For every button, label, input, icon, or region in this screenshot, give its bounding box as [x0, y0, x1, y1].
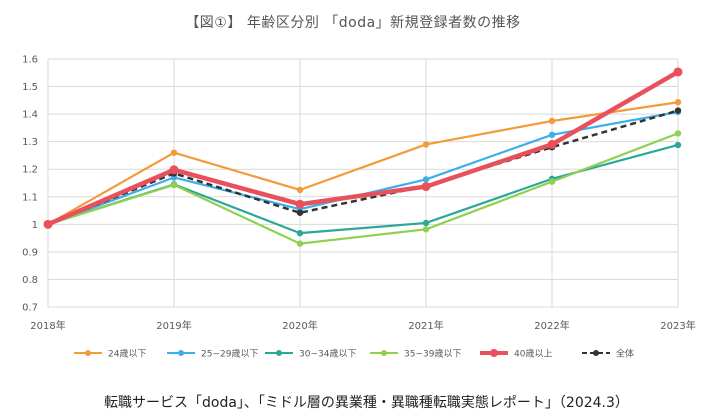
series-3-point-5: [674, 130, 682, 137]
series-2-point-2: [296, 229, 304, 237]
series-5-point-5: [674, 107, 682, 114]
chart-title: 【図①】 年齢区分別 「doda」新規登録者数の推移: [185, 15, 521, 31]
y-tick-label: 1.2: [22, 165, 38, 176]
series-4-point-4: [547, 139, 557, 149]
y-tick-label: 0.7: [22, 303, 38, 314]
legend-marker-0: [85, 350, 91, 356]
series-1-point-3: [422, 176, 430, 183]
series-line-0: [47, 101, 679, 226]
series-3-point-1: [170, 181, 178, 189]
legend-label-2: 30~34歳以下: [299, 348, 356, 360]
series-0-point-1: [170, 149, 178, 156]
legend-label-4: 40歳以上: [514, 348, 552, 360]
axis-layer: 0.7 0.8 0.9 1 1.1 1.2 1.3 1.4 1.5 1.6 2018年 2019年 20…: [22, 55, 696, 333]
y-tick-label: 1.4: [22, 110, 38, 121]
series-2-point-5: [674, 141, 682, 149]
legend-label-5: 全体: [616, 348, 634, 360]
x-tick-label: 2020年: [282, 319, 317, 332]
series-0-point-5: [674, 99, 682, 106]
y-tick-label: 1.5: [22, 82, 38, 93]
series-4-point-3: [421, 182, 431, 192]
series-line-3: [47, 132, 679, 245]
legend-marker-5: [593, 350, 599, 356]
x-tick-label: 2019年: [156, 319, 191, 332]
series-3-point-4: [548, 178, 556, 185]
grid-layer: [47, 58, 679, 308]
legend-marker-1: [178, 350, 184, 356]
legend-marker-2: [276, 350, 282, 356]
series-4-point-1: [169, 165, 179, 175]
y-tick-label: 1.6: [22, 55, 38, 66]
legend-label-3: 35~39歳以下: [404, 348, 461, 360]
series-layer: [43, 67, 683, 247]
series-4-point-0: [43, 219, 53, 229]
source-note: 転職サービス「doda」、「ミドル層の異業種・異職種転職実態レポート」（2024…: [104, 395, 629, 411]
x-tick-label: 2018年: [30, 319, 65, 332]
y-tick-label: 0.9: [22, 247, 38, 258]
legend-marker-3: [381, 350, 387, 356]
x-tick-label: 2022年: [534, 319, 569, 332]
series-3-point-3: [422, 226, 430, 233]
legend: 24歳以下 25~29歳以下 30~34歳以下 35~39歳以下 40歳以上 全体: [74, 348, 634, 360]
series-0-point-3: [422, 141, 430, 148]
series-2-point-3: [422, 219, 430, 227]
x-tick-label: 2023年: [660, 319, 695, 332]
series-1-point-4: [548, 131, 556, 138]
x-tick-label: 2021年: [408, 319, 443, 332]
y-tick-label: 0.8: [22, 275, 38, 286]
series-5-point-2: [296, 209, 304, 216]
legend-label-0: 24歳以下: [108, 348, 146, 360]
series-4-point-5: [673, 67, 683, 77]
series-0-point-4: [548, 117, 556, 125]
y-tick-label: 1.3: [22, 137, 38, 148]
series-line-4: [47, 70, 680, 227]
y-tick-label: 1.1: [22, 192, 38, 203]
series-0-point-2: [296, 186, 304, 194]
legend-marker-4: [490, 349, 498, 357]
series-line-5: [47, 109, 679, 226]
legend-label-1: 25~29歳以下: [201, 348, 258, 360]
y-tick-label: 1: [32, 220, 38, 231]
series-3-point-2: [296, 240, 304, 247]
series-4-point-2: [295, 199, 305, 209]
